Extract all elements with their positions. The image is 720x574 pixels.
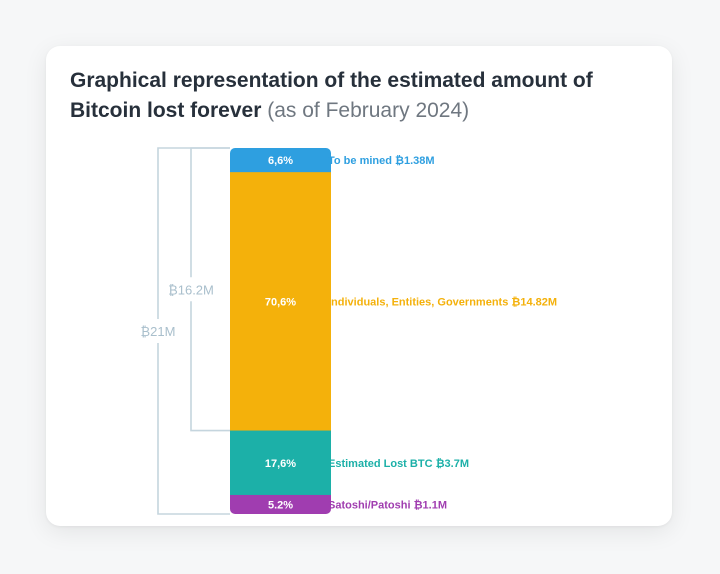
- legend-label: Individuals, Entities, Governments ₿14.8…: [328, 296, 557, 308]
- bar-stack: [230, 148, 331, 514]
- segment-percent-label: 5.2%: [268, 499, 293, 511]
- chart-title: Graphical representation of the estimate…: [70, 66, 660, 126]
- bar-segment-4: [230, 494, 331, 514]
- legend-label: Satoshi/Patoshi ₿1.1M: [328, 499, 447, 511]
- title-sub: (as of February 2024): [267, 99, 470, 122]
- bracket-label: ₿21M: [141, 324, 176, 339]
- legend-label: To be mined ₿1.38M: [328, 155, 435, 167]
- segment-percent-label: 70,6%: [265, 296, 296, 308]
- bar-segment-3: [230, 430, 331, 496]
- bracket-label: ₿16.2M: [168, 282, 214, 297]
- bar-segment-2: [230, 172, 331, 432]
- stacked-bar-chart: 6,6% To be mined ₿1.38M 70,6% Individuals, …: [141, 147, 557, 515]
- legend-label: Estimated Lost BTC ₿3.7M: [328, 458, 469, 470]
- bar-segment-1: [230, 148, 331, 173]
- bracket-line: [157, 147, 230, 515]
- chart-card: Graphical representation of the estimate…: [46, 46, 672, 526]
- segment-percent-label: 6,6%: [268, 155, 293, 167]
- segment-percent-label: 17,6%: [265, 458, 296, 470]
- title-main: Graphical representation of the estimate…: [70, 69, 593, 122]
